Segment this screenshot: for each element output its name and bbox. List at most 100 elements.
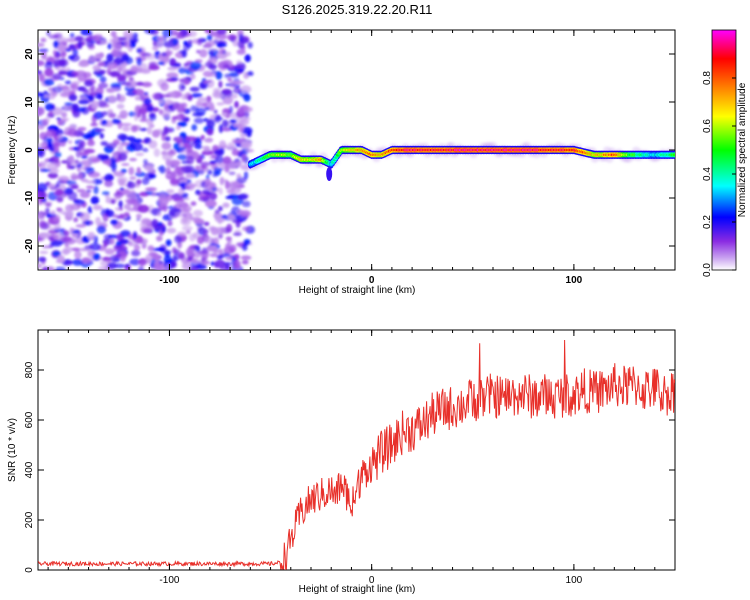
noise-blob [107, 175, 114, 181]
noise-blob [218, 80, 223, 89]
noise-blob [88, 55, 96, 63]
noise-blob [38, 107, 45, 116]
noise-blob [112, 39, 117, 48]
noise-blob [134, 96, 141, 101]
noise-blob [181, 204, 192, 213]
noise-blob [225, 236, 232, 241]
noise-blob [136, 57, 142, 66]
noise-blob [153, 224, 161, 232]
noise-blob [242, 226, 250, 231]
noise-blob [44, 207, 50, 216]
noise-blob [181, 192, 189, 199]
noise-blob [189, 61, 202, 71]
noise-blob [209, 191, 217, 201]
y-tick-label: -10 [24, 190, 35, 205]
noise-blob [56, 196, 64, 203]
noise-blob [38, 70, 43, 74]
noise-blob [123, 40, 131, 48]
colorbar-tick-label: 0.0 [702, 263, 713, 277]
noise-blob [45, 115, 51, 123]
noise-blob [183, 79, 190, 85]
noise-blob [247, 41, 253, 49]
noise-blob [129, 41, 136, 49]
noise-blob [183, 63, 190, 67]
noise-blob [81, 133, 91, 139]
noise-blob [87, 139, 95, 147]
noise-blob [187, 39, 193, 45]
noise-blob [189, 266, 199, 270]
noise-blob [106, 53, 114, 62]
noise-blob [182, 216, 189, 224]
noise-blob [104, 248, 115, 255]
noise-blob [68, 44, 76, 50]
noise-blob [189, 86, 200, 92]
noise-blob [53, 53, 62, 59]
noise-blob [65, 204, 74, 213]
noise-blob [203, 229, 209, 234]
noise-blob [96, 40, 101, 45]
ridge-core [672, 153, 675, 157]
noise-blob [193, 209, 203, 217]
noise-blob [193, 117, 204, 124]
noise-blob [39, 192, 48, 199]
noise-blob [241, 153, 247, 163]
noise-blob [175, 113, 186, 121]
noise-blob [96, 53, 104, 60]
noise-blob [117, 74, 127, 81]
noise-blob [79, 147, 86, 152]
noise-blob [38, 232, 51, 239]
noise-blob [191, 124, 198, 131]
noise-blob [54, 151, 62, 158]
noise-blob [86, 189, 92, 193]
noise-blob [142, 228, 152, 234]
noise-blob [145, 254, 151, 262]
noise-blob [206, 128, 214, 136]
noise-blob [136, 213, 142, 219]
noise-blob [236, 49, 246, 55]
noise-blob [135, 152, 145, 156]
snr-ylabel: SNR (10 * v/v) [7, 418, 18, 482]
noise-blob [88, 171, 101, 178]
noise-blob [139, 223, 146, 227]
noise-blob [86, 185, 94, 189]
noise-blob [194, 144, 203, 150]
noise-blob [78, 61, 89, 68]
noise-blob [48, 148, 55, 152]
noise-blob [120, 230, 131, 238]
noise-blob [232, 39, 239, 47]
noise-blob [58, 70, 68, 76]
noise-blob [180, 93, 187, 100]
noise-blob [218, 48, 226, 55]
noise-blob [107, 42, 113, 50]
noise-blob [141, 218, 151, 225]
noise-blob [147, 125, 152, 135]
noise-blob [206, 73, 218, 77]
noise-blob [123, 203, 131, 210]
noise-blob [115, 207, 121, 211]
noise-blob [157, 36, 164, 42]
noise-blob [95, 128, 105, 132]
noise-blob [41, 51, 47, 60]
noise-blob [218, 248, 224, 254]
noise-blob [143, 159, 148, 165]
noise-blob [101, 191, 110, 196]
noise-blob [52, 91, 58, 97]
noise-blob [209, 50, 214, 56]
noise-blob [185, 136, 197, 142]
noise-blob [56, 117, 61, 121]
noise-blob [100, 260, 110, 267]
noise-blob [64, 102, 73, 106]
noise-blob [93, 34, 103, 39]
noise-blob [240, 255, 252, 260]
noise-blob [81, 155, 88, 159]
noise-blob [38, 147, 44, 156]
x-tick-label: -100 [159, 575, 179, 586]
noise-blob [119, 213, 125, 219]
noise-blob [64, 243, 69, 248]
noise-blob [81, 152, 89, 156]
noise-blob [90, 157, 101, 163]
noise-blob [89, 91, 97, 96]
noise-blob [109, 70, 121, 77]
noise-blob [146, 105, 155, 112]
noise-blob [60, 50, 67, 58]
